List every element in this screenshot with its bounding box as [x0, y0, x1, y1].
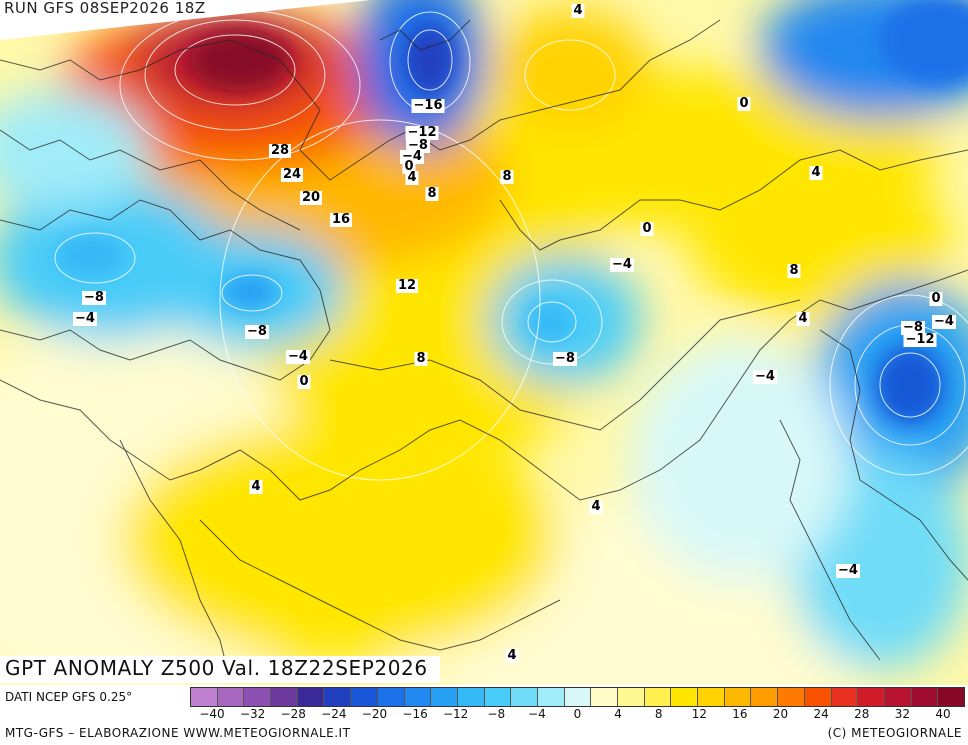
contour-label: 20	[299, 190, 323, 205]
contour-label: 0	[640, 221, 654, 236]
scale-swatch	[671, 688, 699, 706]
credit-left: MTG-GFS – ELABORAZIONE WWW.METEOGIORNALE…	[5, 726, 351, 740]
scale-swatch	[404, 688, 432, 706]
scale-swatch	[564, 688, 592, 706]
scale-swatch	[804, 688, 832, 706]
scale-tick-label: −32	[239, 707, 266, 721]
run-header: RUN GFS 08SEP2026 18Z	[4, 0, 206, 17]
scale-tick-label: −28	[280, 707, 306, 721]
color-scale	[190, 687, 965, 707]
contour-label: 4	[405, 170, 419, 185]
contour-label: 8	[787, 263, 801, 278]
scale-swatch	[297, 688, 325, 706]
scale-swatch	[831, 688, 859, 706]
scale-tick-label: −8	[487, 707, 506, 721]
contour-label: −4	[753, 369, 777, 384]
contour-label: −12	[405, 125, 439, 140]
scale-tick-label: 28	[854, 707, 870, 721]
scale-tick-label: −4	[528, 707, 546, 721]
scale-swatch	[377, 688, 405, 706]
contour-label: 4	[571, 3, 585, 18]
scale-tick-label: 12	[691, 707, 707, 721]
contour-label: 8	[414, 351, 428, 366]
scale-tick-label: 20	[772, 707, 789, 721]
contour-label: 24	[280, 167, 304, 182]
contour-label: 4	[505, 648, 519, 663]
scale-tick-label: −40	[199, 707, 225, 721]
contour-label: −4	[73, 311, 97, 326]
scale-swatch	[724, 688, 752, 706]
scale-swatch	[938, 688, 964, 706]
contour-label: −12	[903, 332, 937, 347]
scale-tick-label: −12	[442, 707, 469, 721]
contour-label: −8	[553, 351, 577, 366]
scale-swatch	[618, 688, 645, 706]
contour-label: −4	[286, 349, 310, 364]
scale-swatch	[431, 688, 458, 706]
contour-label: 0	[737, 96, 751, 111]
contour-label: −4	[932, 314, 956, 329]
scale-swatch	[484, 688, 512, 706]
scale-swatch	[537, 688, 565, 706]
contour-label: −8	[901, 320, 925, 335]
scale-swatch	[858, 688, 885, 706]
contour-label: 28	[268, 143, 292, 158]
scale-swatch	[591, 688, 618, 706]
scale-tick-label: 40	[935, 707, 951, 721]
color-scale-ticks: −40 −32 −28 −24 −20 −16 −12 −8 −4 0 4 8 12 16 20 24 28 32…	[190, 707, 965, 723]
scale-swatch	[751, 688, 779, 706]
contour-label: 0	[297, 374, 311, 389]
contour-label: 8	[500, 169, 514, 184]
scale-swatch	[644, 688, 672, 706]
contour-label: 8	[425, 186, 439, 201]
scale-swatch	[884, 688, 912, 706]
scale-swatch	[351, 688, 378, 706]
scale-tick-label: 16	[732, 707, 748, 721]
contour-label: −8	[245, 324, 269, 339]
scale-swatch	[911, 688, 939, 706]
scale-tick-label: 32	[894, 707, 911, 721]
contour-label: 4	[589, 499, 603, 514]
contour-label: 16	[329, 212, 353, 227]
scale-swatch	[271, 688, 298, 706]
scale-swatch	[778, 688, 805, 706]
contour-label: 12	[395, 278, 419, 293]
contour-label: −8	[406, 138, 430, 153]
contour-label: 0	[929, 291, 943, 306]
scale-tick-label: −20	[361, 707, 388, 721]
scale-swatch	[324, 688, 352, 706]
credit-right: (C) METEOGIORNALE	[827, 726, 962, 740]
scale-swatch	[511, 688, 538, 706]
scale-tick-label: 0	[573, 707, 582, 721]
scale-tick-label: −24	[321, 707, 347, 721]
scale-swatch	[698, 688, 725, 706]
contour-label: −16	[411, 98, 445, 113]
data-source: DATI NCEP GFS 0.25°	[5, 690, 133, 704]
contour-label: 0	[402, 159, 416, 174]
scale-tick-label: 24	[813, 707, 829, 721]
contour-label: −8	[82, 290, 106, 305]
contour-label: −4	[610, 257, 634, 272]
scale-tick-label: 4	[614, 707, 622, 721]
scale-swatch	[191, 688, 218, 706]
contour-label: −4	[836, 563, 860, 578]
map-title: GPT ANOMALY Z500 Val. 18Z22SEP2026	[5, 656, 428, 680]
contour-label: 4	[809, 165, 823, 180]
scale-swatch	[244, 688, 272, 706]
title-background	[0, 656, 440, 683]
contour-label: 4	[249, 479, 263, 494]
contour-label: 4	[796, 311, 810, 326]
scale-tick-label: 8	[654, 707, 663, 721]
scale-swatch	[457, 688, 485, 706]
scale-tick-label: −16	[402, 707, 428, 721]
scale-swatch	[217, 688, 245, 706]
anomaly-map	[0, 0, 968, 685]
